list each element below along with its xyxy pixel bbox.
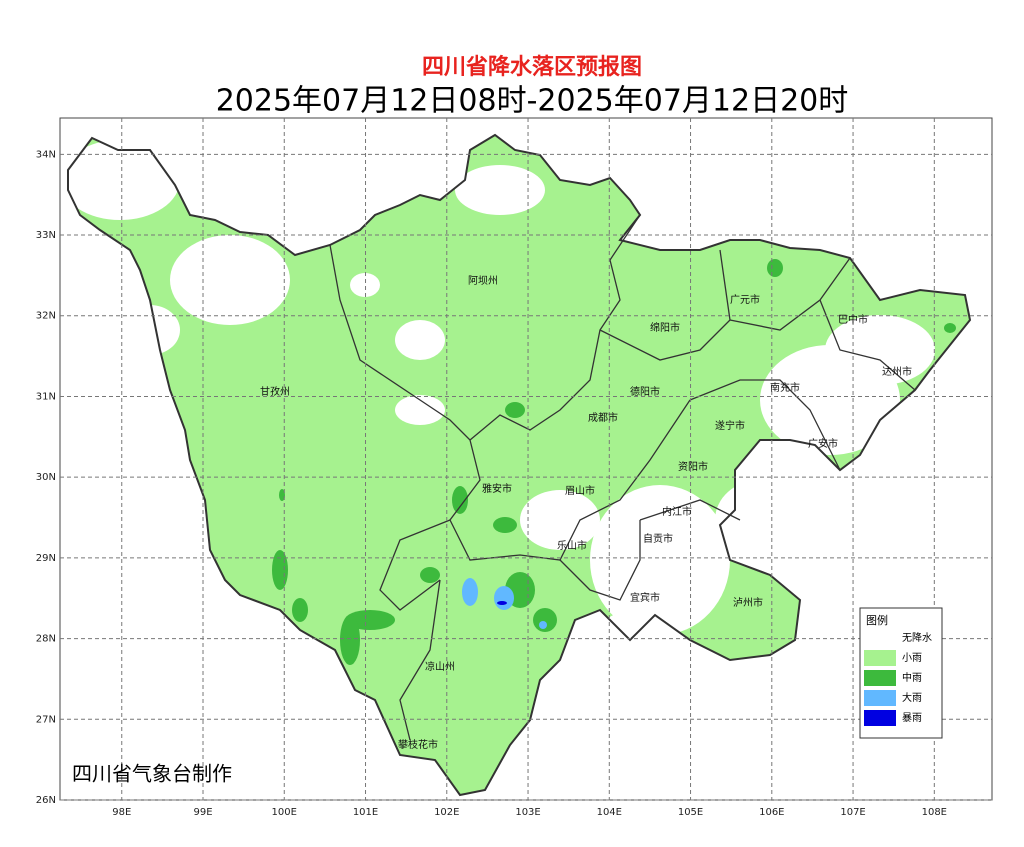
city-label: 攀枝花市 xyxy=(398,738,438,751)
x-tick-label: 106E xyxy=(759,807,784,818)
city-label: 自贡市 xyxy=(643,532,673,545)
y-tick-label: 26N xyxy=(36,795,56,806)
y-tick-label: 34N xyxy=(36,149,56,160)
legend-swatch xyxy=(864,690,896,706)
prefecture-border xyxy=(689,379,841,471)
grid: 98E 99E 100E 101E 102E 103E 104E 105E 106E 107E 10… xyxy=(36,118,992,818)
legend-label: 中雨 xyxy=(902,671,922,684)
city-label: 内江市 xyxy=(662,505,692,518)
y-tick-label: 31N xyxy=(36,391,56,402)
city-label: 阿坝州 xyxy=(468,275,498,287)
prefecture-border xyxy=(729,257,851,331)
prefecture-border xyxy=(379,519,451,611)
prefecture-border xyxy=(469,214,641,441)
footer: 四川省气象台制作 xyxy=(72,762,232,786)
moderate-rain-area xyxy=(505,402,525,418)
no-rain-area xyxy=(170,235,290,325)
legend-label: 大雨 xyxy=(902,691,922,704)
rain-areas xyxy=(68,140,956,665)
city-label: 乐山市 xyxy=(557,539,587,552)
moderate-rain-area xyxy=(452,486,468,514)
y-tick-label: 32N xyxy=(36,311,56,322)
x-tick-label: 102E xyxy=(434,807,459,818)
x-tick-label: 103E xyxy=(515,807,540,818)
city-label: 眉山市 xyxy=(565,484,595,497)
prefecture-border xyxy=(559,520,641,601)
city-label: 遂宁市 xyxy=(715,419,745,432)
y-tick-label: 27N xyxy=(36,714,56,725)
y-tick-label: 29N xyxy=(36,553,56,564)
legend-label: 无降水 xyxy=(902,631,932,644)
city-label: 广元市 xyxy=(730,293,760,306)
city-label: 德阳市 xyxy=(630,385,660,398)
city-label: 南充市 xyxy=(770,381,800,394)
map-layer xyxy=(67,133,972,797)
city-label: 凉山州 xyxy=(425,660,455,673)
city-label: 达州市 xyxy=(882,365,912,378)
legend-swatch xyxy=(864,710,896,726)
no-rain-area xyxy=(520,490,600,550)
moderate-rain-area xyxy=(420,567,440,583)
title: 四川省降水落区预报图 xyxy=(422,55,642,80)
legend-label: 暴雨 xyxy=(902,712,922,724)
prefecture-border xyxy=(329,244,471,441)
no-rain-area xyxy=(395,395,445,425)
city-label: 巴中市 xyxy=(838,313,868,326)
prefecture-border xyxy=(599,249,731,361)
x-tick-label: 100E xyxy=(272,807,297,818)
x-tick-label: 108E xyxy=(922,807,947,818)
x-tick-label: 99E xyxy=(193,807,212,818)
no-rain-area xyxy=(825,315,935,385)
no-rain-area xyxy=(590,485,730,635)
no-rain-area xyxy=(350,273,380,297)
city-label: 资阳市 xyxy=(678,460,708,473)
legend-swatch xyxy=(864,670,896,686)
no-rain-area xyxy=(455,165,545,215)
city-label: 雅安市 xyxy=(482,482,512,495)
province-border xyxy=(67,133,972,797)
city-label: 绵阳市 xyxy=(650,321,680,334)
heavy-rain-area xyxy=(539,621,547,629)
x-tick-label: 105E xyxy=(678,807,703,818)
x-tick-label: 98E xyxy=(112,807,131,818)
legend-swatch xyxy=(864,650,896,666)
city-label: 甘孜州 xyxy=(260,385,290,398)
legend-label: 小雨 xyxy=(902,652,922,664)
moderate-rain-area xyxy=(944,323,956,333)
x-tick-label: 101E xyxy=(353,807,378,818)
province-fill xyxy=(68,135,970,795)
subtitle: 2025年07月12日08时-2025年07月12日20时 xyxy=(216,84,849,119)
y-tick-label: 33N xyxy=(36,230,56,241)
x-tick-label: 104E xyxy=(597,807,622,818)
moderate-rain-area xyxy=(340,615,360,665)
moderate-rain-area xyxy=(533,608,557,632)
no-rain-area xyxy=(68,140,180,220)
x-tick-label: 107E xyxy=(840,807,865,818)
y-tick-label: 30N xyxy=(36,472,56,483)
city-label: 广安市 xyxy=(808,437,838,450)
city-label: 成都市 xyxy=(588,411,618,424)
moderate-rain-area xyxy=(767,259,783,277)
moderate-rain-area xyxy=(493,517,517,533)
moderate-rain-area xyxy=(292,598,308,622)
heavy-rain-area xyxy=(494,586,514,610)
y-tick-label: 28N xyxy=(36,634,56,645)
heavy-rain-area xyxy=(462,578,478,606)
prefecture-border xyxy=(399,579,441,741)
moderate-rain-area xyxy=(272,550,288,590)
prefecture-border xyxy=(639,499,741,521)
moderate-rain-area xyxy=(279,489,285,501)
city-label: 宜宾市 xyxy=(630,591,660,604)
city-label: 泸州市 xyxy=(733,596,763,609)
prefecture-border xyxy=(819,299,916,391)
no-rain-area xyxy=(395,320,445,360)
storm-rain-area xyxy=(497,601,507,605)
legend-title: 图例 xyxy=(866,613,888,627)
legend-swatch xyxy=(864,630,896,646)
